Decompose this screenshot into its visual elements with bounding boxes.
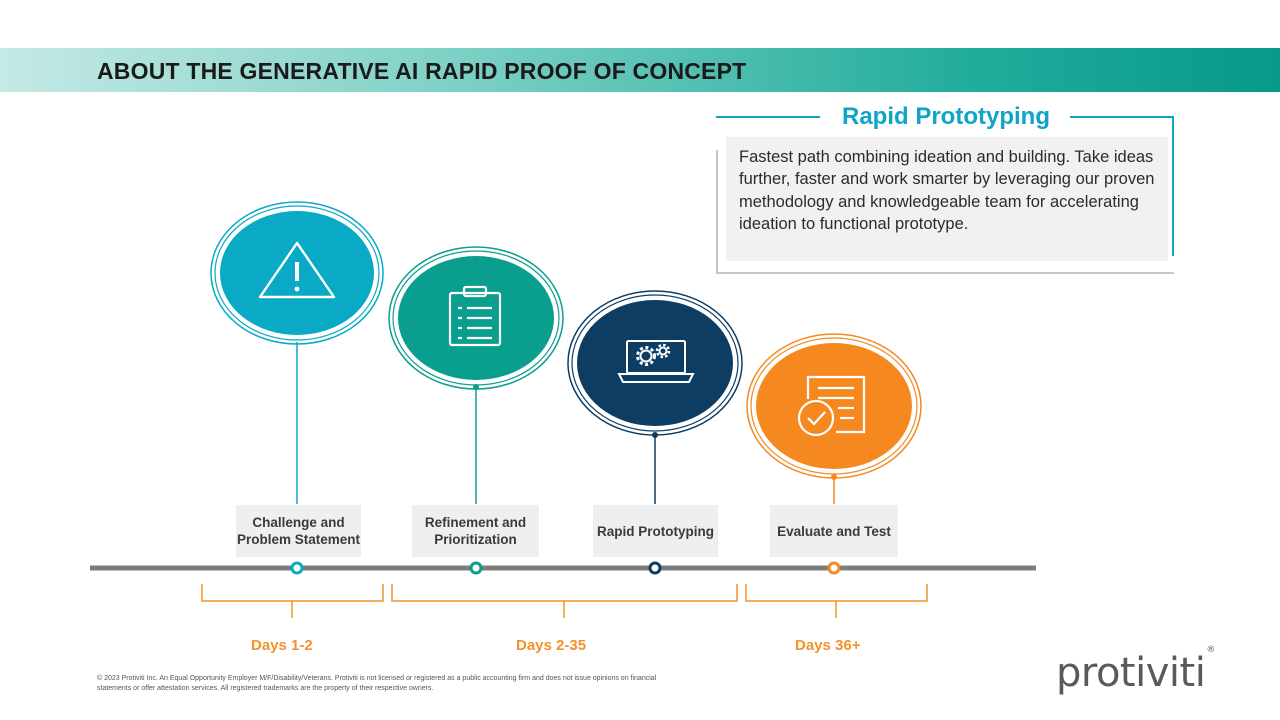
stage-1-outer-ring [210,201,384,345]
page-title: ABOUT THE GENERATIVE AI RAPID PROOF OF C… [97,58,747,84]
callout-body: Fastest path combining ideation and buil… [739,148,1155,234]
callout-frame-left [716,150,718,274]
bracket-3 [745,584,928,618]
callout-rule-left [716,116,820,118]
period-label-3: Days 36+ [795,637,861,654]
stage-3-label: Rapid Prototyping [593,505,718,557]
callout-box [726,137,1168,261]
stage-2-marker [469,561,483,575]
stage-4-label: Evaluate and Test [770,505,898,557]
callout-title: Rapid Prototyping [842,103,1050,130]
stage-2-label: Refinement and Prioritization [412,505,539,557]
stage-3-marker [648,561,662,575]
clipboard-icon [448,285,502,347]
stage-4-marker [827,561,841,575]
stage-2 [388,246,564,575]
stage-2-outer-ring [388,246,564,390]
document-check-icon [797,375,866,437]
callout-rule-vertical [1172,116,1174,256]
stage-4-connector-dot [831,474,837,480]
period-label-1: Days 1-2 [251,637,313,654]
stage-4 [746,333,922,575]
registered-mark-icon: ® [1206,644,1215,655]
callout-rule-right [1070,116,1174,118]
stage-1-label: Challenge and Problem Statement [236,505,361,557]
stage-3 [567,290,743,575]
stage-4-inner-ring [750,337,918,475]
title-banner [0,48,1280,92]
warning-icon [258,241,336,299]
stage-1-inner-ring [214,205,380,341]
stage-4-outer-ring [746,333,922,479]
logo-text: protiviti [1056,650,1206,696]
period-label-2: Days 2-35 [516,637,587,654]
laptop-gears-icon [617,340,695,383]
stage-4-circle [756,343,912,469]
stage-3-inner-ring [571,294,739,432]
callout-frame-bottom [716,272,1174,274]
stage-3-circle [577,300,733,426]
bracket-1 [201,584,384,618]
stage-2-inner-ring [392,250,560,386]
stage-1-marker [290,561,304,575]
bracket-2 [391,584,738,618]
protiviti-logo: protiviti® [1056,645,1215,696]
stage-3-outer-ring [567,290,743,436]
stage-1 [210,201,384,575]
footer-disclaimer: © 2023 Protiviti Inc. An Equal Opportuni… [97,675,657,692]
